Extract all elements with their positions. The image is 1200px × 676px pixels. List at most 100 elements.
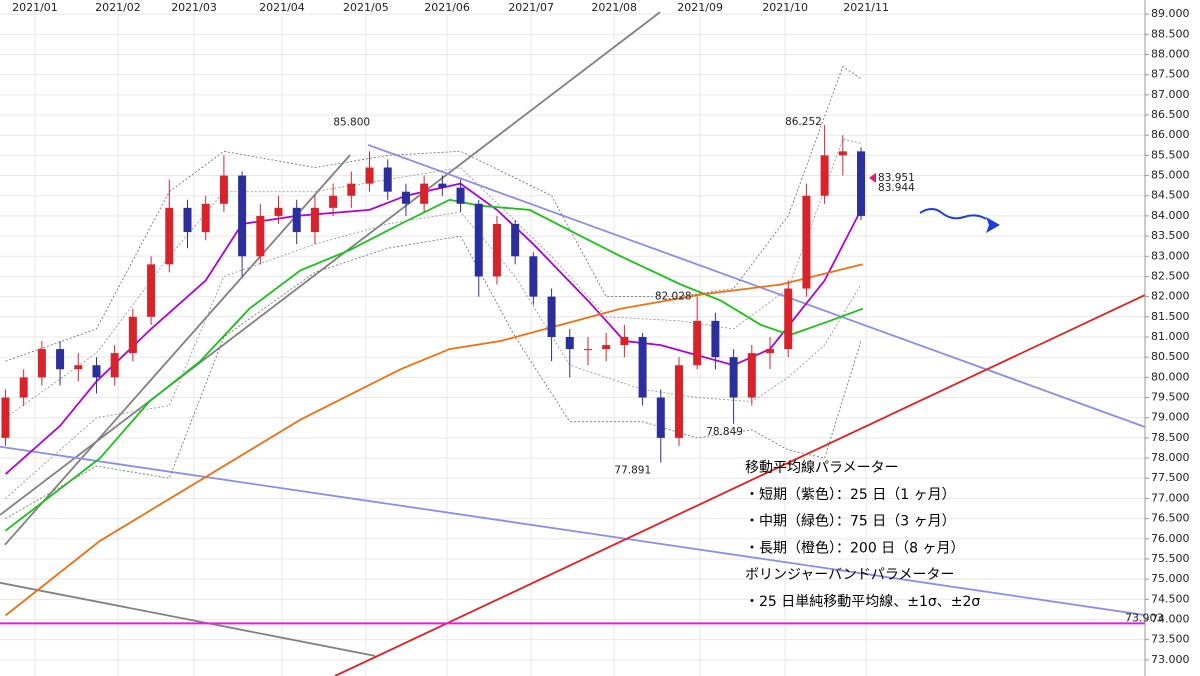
arrow — [919, 208, 987, 220]
candle-body — [347, 183, 356, 196]
note-line: ・短期（紫色）：25 日（1 ヶ月） — [745, 486, 956, 503]
y-tick-label: 86.500 — [1151, 108, 1190, 121]
y-tick-label: 86.000 — [1151, 128, 1190, 141]
annotation-label: 78.849 — [706, 426, 743, 438]
y-tick-label: 78.000 — [1151, 451, 1190, 464]
x-tick-label: 2021/01 — [12, 1, 58, 14]
y-tick-label: 82.500 — [1151, 269, 1190, 282]
bollinger-band — [5, 138, 862, 419]
note-line: ・長期（橙色）：200 日（8 ヶ月） — [745, 539, 965, 556]
y-tick-label: 89.000 — [1151, 7, 1190, 20]
candle-body — [838, 151, 847, 156]
y-tick-label: 85.000 — [1151, 169, 1190, 182]
candle-body — [183, 207, 192, 233]
y-tick-label: 74.000 — [1151, 612, 1190, 625]
candle-body — [147, 264, 156, 317]
candle-body — [729, 357, 738, 398]
candle-body — [219, 175, 228, 204]
annotation-label: 86.252 — [785, 116, 822, 128]
candle-body — [547, 296, 556, 337]
annotation-label: 83.944 — [878, 182, 915, 194]
candle-body — [383, 167, 392, 192]
y-tick-label: 80.000 — [1151, 370, 1190, 383]
price-axis — [1145, 0, 1200, 676]
candle-body — [274, 207, 283, 216]
candle-body — [37, 349, 46, 378]
candle-body — [638, 336, 647, 398]
candle-body — [165, 207, 174, 265]
candle-body — [766, 349, 775, 354]
candle-body — [802, 195, 811, 289]
price-label: 73.903 — [1125, 611, 1164, 624]
candle-body — [365, 167, 374, 184]
x-tick-label: 2021/03 — [171, 1, 217, 14]
y-tick-label: 75.000 — [1151, 572, 1190, 585]
arrow-head — [986, 217, 1000, 233]
candle-body — [511, 223, 520, 257]
y-tick-label: 73.000 — [1151, 653, 1190, 666]
candle-body — [238, 175, 247, 257]
bollinger-band — [5, 65, 862, 362]
candle-body — [620, 336, 629, 346]
candle-body — [1, 397, 10, 438]
y-tick-label: 77.000 — [1151, 491, 1190, 504]
candles — [1, 125, 866, 463]
candle-body — [784, 288, 793, 350]
note-line: ・25 日単純移動平均線、±1σ、±2σ — [745, 594, 980, 610]
candle-body — [857, 151, 866, 216]
candle-body — [438, 183, 447, 188]
candle-body — [602, 345, 611, 350]
annotation-label: 82.028 — [655, 291, 692, 303]
y-tick-label: 87.000 — [1151, 88, 1190, 101]
candle-body — [711, 320, 720, 358]
y-tick-label: 75.500 — [1151, 552, 1190, 565]
candle-body — [74, 365, 83, 370]
candle-body — [329, 195, 338, 208]
axis-labels: 73.000 73.500 74.000 74.500 75.000 75.500 76.0… — [1125, 7, 1190, 666]
y-tick-label: 83.000 — [1151, 249, 1190, 262]
candle-body — [529, 256, 538, 297]
x-tick-label: 2021/09 — [677, 1, 723, 14]
candle-body — [292, 207, 301, 233]
y-tick-label: 79.500 — [1151, 391, 1190, 404]
candle-body — [565, 336, 574, 350]
bollinger-band — [5, 235, 862, 519]
note-line: ・中期（緑色）：75 日（3 ヶ月） — [745, 513, 956, 530]
candle-body — [310, 207, 319, 233]
note-line: 移動平均線パラメーター — [745, 460, 899, 476]
candle-body — [92, 365, 101, 378]
note-line: ボリンジャーバンドパラメーター — [745, 567, 954, 583]
candle-body — [674, 365, 683, 438]
candle-body — [420, 183, 429, 204]
y-tick-label: 77.500 — [1151, 471, 1190, 484]
x-tick-label: 2021/04 — [259, 1, 305, 14]
candle-body — [110, 353, 119, 378]
trendline — [367, 144, 1146, 428]
trendline — [0, 11, 661, 516]
y-tick-label: 84.000 — [1151, 209, 1190, 222]
annotation-label: 83.951 — [878, 172, 915, 184]
y-tick-label: 82.000 — [1151, 290, 1190, 303]
x-tick-label: 2021/11 — [843, 1, 889, 14]
trendline — [4, 154, 351, 546]
candle-body — [583, 349, 592, 351]
trendline — [0, 581, 376, 657]
y-tick-label: 74.500 — [1151, 592, 1190, 605]
x-tick-label: 2021/06 — [424, 1, 470, 14]
y-tick-label: 73.500 — [1151, 633, 1190, 646]
notes: 移動平均線パラメーター・短期（紫色）：25 日（1 ヶ月） ・中期（緑色）：75 … — [745, 460, 980, 610]
annotation-marker — [869, 172, 877, 183]
annotation-label: 85.800 — [333, 116, 370, 128]
candle-body — [693, 320, 702, 366]
x-tick-label: 2021/05 — [343, 1, 389, 14]
candle-body — [128, 316, 137, 354]
y-tick-label: 88.000 — [1151, 47, 1190, 60]
candle-body — [656, 397, 665, 438]
trendline — [0, 445, 1146, 616]
candle-body — [256, 215, 265, 257]
y-tick-label: 80.500 — [1151, 350, 1190, 363]
candle-body — [456, 187, 465, 204]
y-tick-label: 76.500 — [1151, 512, 1190, 525]
candle-body — [474, 203, 483, 277]
y-tick-label: 87.500 — [1151, 68, 1190, 81]
